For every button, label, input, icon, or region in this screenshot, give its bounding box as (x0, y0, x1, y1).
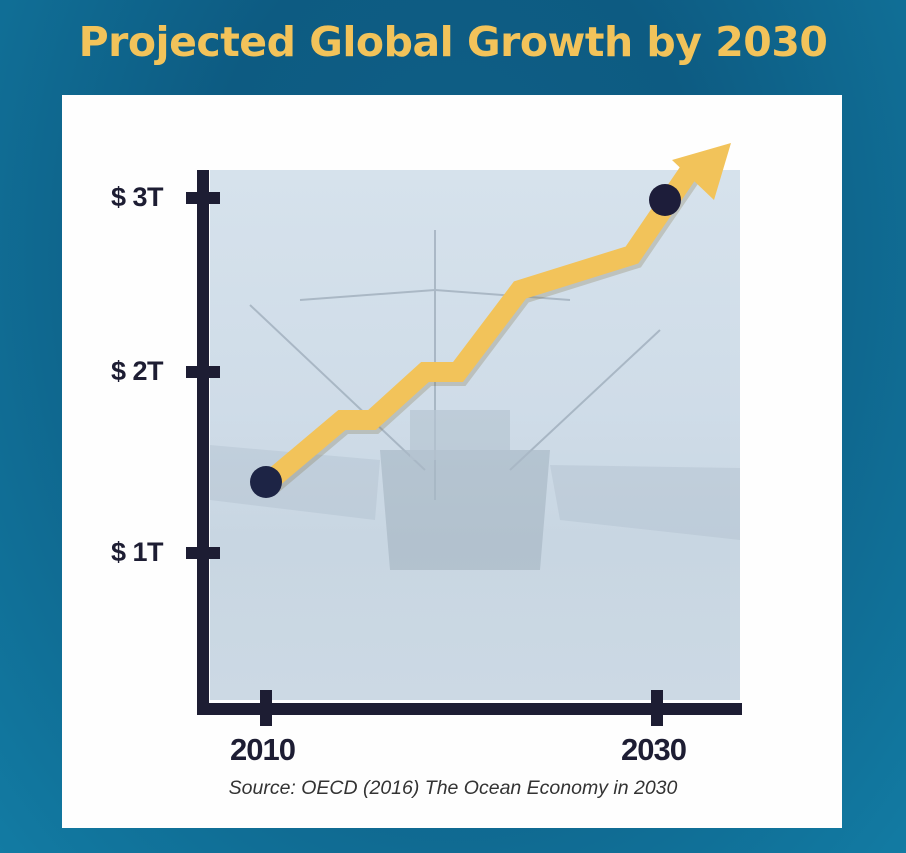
fishing-boat-background-image (210, 170, 740, 700)
boat-silhouette-icon (210, 230, 740, 570)
y-label-2t: $ 2T (111, 356, 164, 386)
x-axis (197, 703, 742, 715)
y-label-3t: $ 3T (111, 182, 164, 212)
source-citation: Source: OECD (2016) The Ocean Economy in… (228, 777, 678, 799)
x-tick-2010 (260, 690, 272, 726)
data-point-2010 (250, 466, 282, 498)
y-label-1t: $ 1T (111, 537, 164, 567)
page-title: Projected Global Growth by 2030 (78, 18, 828, 66)
data-point-2030 (649, 184, 681, 216)
x-label-2030: 2030 (621, 732, 687, 767)
y-tick-1t (186, 547, 220, 559)
y-axis (197, 170, 209, 714)
x-tick-2030 (651, 690, 663, 726)
y-tick-2t (186, 366, 220, 378)
x-label-2010: 2010 (230, 732, 296, 767)
growth-line (259, 164, 699, 492)
y-tick-3t (186, 192, 220, 204)
arrow-up-icon (672, 143, 731, 200)
